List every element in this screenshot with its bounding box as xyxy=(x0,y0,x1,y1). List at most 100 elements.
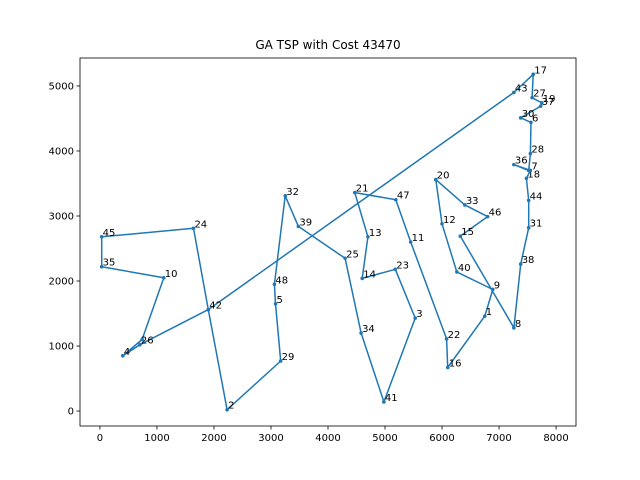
node-label: 38 xyxy=(522,255,535,266)
node-label: 39 xyxy=(299,217,312,228)
y-tick-label: 0 xyxy=(68,407,74,418)
node-label: 37 xyxy=(542,97,555,108)
node-label: 44 xyxy=(530,191,543,202)
node-label: 14 xyxy=(363,269,376,280)
y-tick-label: 1000 xyxy=(49,342,74,353)
route-point xyxy=(296,224,301,229)
node-label: 33 xyxy=(466,196,479,207)
route-point xyxy=(120,353,125,358)
route-point xyxy=(206,307,211,312)
route-point xyxy=(530,95,534,100)
node-label: 27 xyxy=(533,89,546,100)
route-point xyxy=(531,72,536,77)
route-point xyxy=(408,240,413,244)
plot-area: 1743422641035452422954832392534413231413… xyxy=(49,57,577,444)
node-label: 31 xyxy=(530,219,543,230)
route-point xyxy=(524,176,529,181)
route-point xyxy=(485,214,490,219)
route-point xyxy=(538,104,543,108)
route-point xyxy=(162,275,166,280)
route-point xyxy=(273,301,278,306)
route-point xyxy=(518,116,523,120)
route-point xyxy=(458,234,463,238)
route-point xyxy=(394,197,398,202)
x-tick-label: 2000 xyxy=(201,433,226,444)
node-label: 34 xyxy=(362,324,375,335)
node-label: 32 xyxy=(286,187,299,198)
route-point xyxy=(526,225,531,230)
route-point xyxy=(463,203,467,207)
route-point xyxy=(518,262,523,266)
route-point xyxy=(99,234,104,239)
route-point xyxy=(366,234,370,239)
route-point xyxy=(343,256,347,261)
route-point xyxy=(445,365,450,370)
node-label: 48 xyxy=(275,275,288,286)
x-tick-label: 7000 xyxy=(486,433,511,444)
x-tick-label: 1000 xyxy=(144,433,169,444)
route-point xyxy=(352,190,357,195)
y-tick-label: 3000 xyxy=(49,211,74,222)
node-label: 22 xyxy=(448,330,461,341)
route-point xyxy=(359,331,363,335)
node-label: 26 xyxy=(141,336,154,347)
route-point xyxy=(413,316,418,320)
node-label: 35 xyxy=(103,258,116,269)
y-tick-label: 2000 xyxy=(49,277,74,288)
route-point xyxy=(490,287,495,292)
route-point xyxy=(444,337,449,341)
node-label: 21 xyxy=(356,184,369,195)
route-point xyxy=(283,194,288,198)
node-label: 19 xyxy=(543,94,556,105)
node-label: 8 xyxy=(515,319,521,330)
node-label: 30 xyxy=(522,109,535,120)
y-tick-label: 5000 xyxy=(49,81,74,92)
route-point xyxy=(512,326,516,330)
route-point xyxy=(225,407,229,412)
node-label: 4 xyxy=(124,347,130,358)
node-label: 41 xyxy=(385,393,398,404)
route-point xyxy=(360,276,365,281)
route-line xyxy=(100,73,543,411)
node-label: 9 xyxy=(494,280,500,291)
route-point xyxy=(512,162,516,167)
node-label: 10 xyxy=(165,269,178,280)
route-point xyxy=(512,90,516,95)
node-label: 24 xyxy=(194,219,207,230)
route-point xyxy=(140,337,144,342)
node-label: 11 xyxy=(412,233,425,244)
y-tick-label: 4000 xyxy=(49,146,74,157)
x-tick-label: 8000 xyxy=(543,433,568,444)
route-point xyxy=(272,282,277,287)
node-label: 7 xyxy=(531,161,537,172)
route-point xyxy=(526,168,531,173)
node-label: 23 xyxy=(396,260,409,271)
route-point xyxy=(528,151,533,156)
node-label: 5 xyxy=(277,295,283,306)
route-point xyxy=(455,270,459,274)
x-tick-label: 5000 xyxy=(372,433,397,444)
node-label: 12 xyxy=(443,215,456,226)
route-point xyxy=(539,101,544,105)
node-label: 20 xyxy=(437,171,450,182)
node-label: 47 xyxy=(397,191,410,202)
route-point xyxy=(138,342,142,347)
route-point xyxy=(278,359,283,363)
x-tick-label: 0 xyxy=(97,433,103,444)
node-label: 25 xyxy=(346,249,359,260)
route-point xyxy=(99,264,104,269)
route-point xyxy=(529,120,533,125)
node-label: 36 xyxy=(515,156,528,167)
node-label: 43 xyxy=(515,83,528,94)
node-label: 6 xyxy=(532,113,538,124)
node-label: 1 xyxy=(486,307,492,318)
node-label: 18 xyxy=(527,169,540,180)
x-tick-label: 6000 xyxy=(429,433,454,444)
route-point xyxy=(482,314,487,318)
chart-title: GA TSP with Cost 43470 xyxy=(255,38,400,52)
x-tick-label: 3000 xyxy=(258,433,283,444)
node-label: 13 xyxy=(369,228,382,239)
node-label: 46 xyxy=(489,208,502,219)
x-tick-label: 4000 xyxy=(315,433,340,444)
